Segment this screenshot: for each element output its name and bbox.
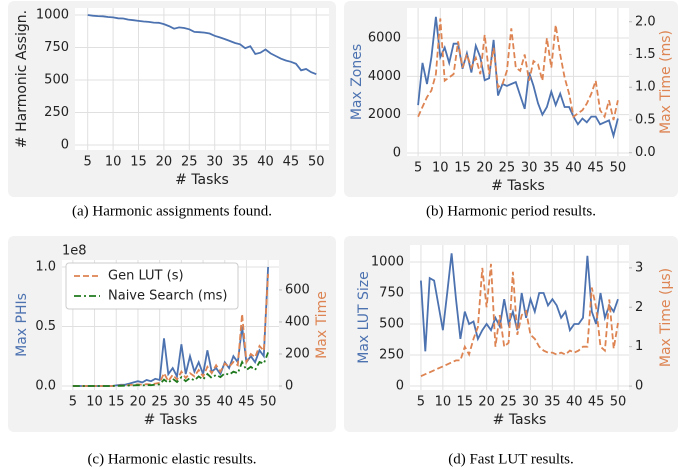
- x-tick-label: 15: [108, 395, 125, 410]
- x-tick-label: 5: [414, 161, 422, 176]
- y2-axis-label: Max Time: [314, 291, 330, 359]
- x-tick-label: 35: [544, 395, 561, 410]
- legend-label: Naive Search (ms): [108, 289, 228, 304]
- x-tick-label: 5: [84, 155, 92, 170]
- line-series: [417, 18, 619, 121]
- y-tick-label: 750: [379, 286, 404, 301]
- x-axis-label: # Tasks: [493, 412, 547, 428]
- x-tick-label: 50: [260, 395, 277, 410]
- y2-tick-label: 2: [635, 300, 643, 315]
- caption: (a) Harmonic assignments found.: [72, 203, 272, 219]
- y2-axis-label: Max Time (ms): [658, 30, 674, 134]
- caption: (c) Harmonic elastic results.: [87, 451, 256, 467]
- y2-tick-label: 0.5: [635, 112, 656, 127]
- x-tick-label: 30: [521, 161, 538, 176]
- line-series: [417, 16, 619, 140]
- y2-tick-label: 1.5: [635, 47, 656, 62]
- y2-tick-label: 0: [635, 379, 643, 394]
- y-tick-label: 0.5: [35, 319, 56, 334]
- x-tick-label: 30: [206, 155, 223, 170]
- legend-label: Gen LUT (s): [108, 269, 184, 284]
- x-tick-label: 25: [181, 155, 198, 170]
- y2-tick-label: 1.0: [635, 80, 656, 95]
- y-tick-label: 4000: [368, 69, 401, 84]
- x-tick-label: 20: [478, 395, 495, 410]
- y-tick-label: 6000: [368, 30, 401, 45]
- y2-tick-label: 1: [635, 339, 643, 354]
- y-tick-label: 0: [396, 379, 404, 394]
- y-tick-label: 250: [379, 348, 404, 363]
- x-tick-label: 5: [69, 395, 77, 410]
- line-series: [420, 263, 619, 378]
- y-tick-label: 500: [44, 73, 69, 88]
- x-tick-label: 40: [257, 155, 274, 170]
- x-tick-label: 40: [216, 395, 233, 410]
- x-tick-label: 20: [476, 161, 493, 176]
- x-tick-label: 45: [587, 161, 604, 176]
- x-tick-label: 20: [130, 395, 147, 410]
- x-tick-label: 10: [435, 395, 452, 410]
- y-tick-label: 2000: [368, 107, 401, 122]
- y-axis-label: Max LUT Size: [356, 271, 372, 363]
- x-tick-label: 5: [417, 395, 425, 410]
- x-tick-label: 10: [432, 161, 449, 176]
- x-tick-label: 50: [610, 161, 627, 176]
- x-axis-label: # Tasks: [491, 178, 545, 194]
- line-series: [87, 14, 317, 76]
- y2-axis-label: Max Time (μs): [658, 268, 674, 367]
- x-tick-label: 15: [130, 155, 147, 170]
- y2-tick-label: 600: [285, 282, 310, 297]
- line-series: [72, 352, 269, 387]
- y2-tick-label: 200: [285, 346, 310, 361]
- x-tick-label: 45: [588, 395, 605, 410]
- x-axis-label: # Tasks: [144, 412, 198, 428]
- legend-box: [65, 262, 239, 310]
- y-tick-label: 1.0: [35, 260, 56, 275]
- x-tick-label: 40: [565, 161, 582, 176]
- y2-tick-label: 3: [635, 260, 643, 275]
- x-tick-label: 35: [195, 395, 212, 410]
- y-tick-label: 250: [44, 105, 69, 120]
- y-tick-label: 1000: [36, 8, 69, 23]
- y2-tick-label: 0.0: [635, 145, 656, 160]
- y-tick-label: 1000: [371, 254, 404, 269]
- x-tick-label: 15: [454, 161, 471, 176]
- line-series: [420, 253, 619, 352]
- x-tick-label: 15: [456, 395, 473, 410]
- y-axis-label: Max PHIs: [14, 293, 30, 357]
- x-tick-label: 50: [308, 155, 325, 170]
- y-tick-label: 0.0: [35, 378, 56, 393]
- x-tick-label: 10: [105, 155, 122, 170]
- x-tick-label: 25: [500, 395, 517, 410]
- y-axis-label: # Harmonic Assign.: [14, 10, 30, 148]
- x-tick-label: 20: [156, 155, 173, 170]
- x-axis-label: # Tasks: [175, 172, 229, 188]
- y-tick-label: 0: [393, 146, 401, 161]
- y-tick-label: 0: [61, 138, 69, 153]
- x-tick-label: 45: [283, 155, 300, 170]
- caption: (b) Harmonic period results.: [426, 203, 596, 219]
- y-offset-label: 1e8: [62, 244, 87, 259]
- x-tick-label: 30: [522, 395, 539, 410]
- y2-tick-label: 0: [285, 378, 293, 393]
- x-tick-label: 35: [543, 161, 560, 176]
- x-tick-label: 25: [499, 161, 516, 176]
- x-tick-label: 35: [232, 155, 249, 170]
- x-tick-label: 25: [151, 395, 168, 410]
- x-tick-label: 45: [238, 395, 255, 410]
- y-axis-label: Max Zones: [349, 44, 365, 120]
- y2-tick-label: 2.0: [635, 14, 656, 29]
- y2-tick-label: 400: [285, 314, 310, 329]
- y-tick-label: 750: [44, 40, 69, 55]
- x-tick-label: 50: [610, 395, 627, 410]
- caption: (d) Fast LUT results.: [448, 451, 574, 467]
- x-tick-label: 30: [173, 395, 190, 410]
- x-tick-label: 40: [566, 395, 583, 410]
- x-tick-label: 10: [86, 395, 103, 410]
- y-tick-label: 500: [379, 317, 404, 332]
